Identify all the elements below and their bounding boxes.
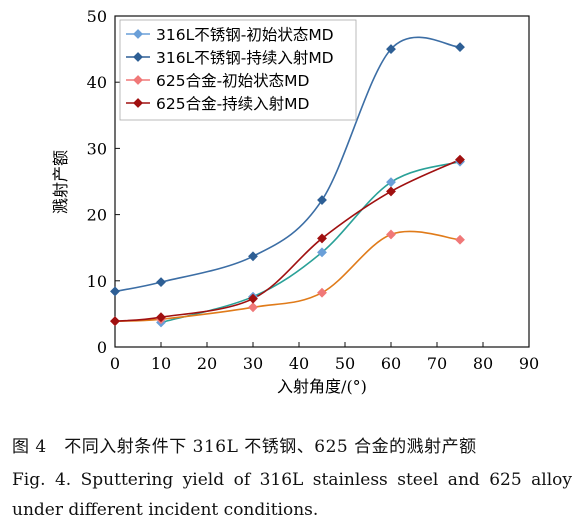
series-curve-4	[114, 158, 461, 322]
x-tick-label: 10	[151, 354, 171, 373]
y-tick-label: 10	[87, 272, 107, 291]
x-tick-label: 70	[427, 354, 447, 373]
series-3-marker	[386, 229, 396, 240]
series-3-marker	[248, 302, 258, 313]
legend-marker	[133, 98, 143, 108]
y-axis-label: 溅射产额	[51, 150, 70, 214]
legend-label: 625合金-初始状态MD	[156, 72, 310, 90]
legend-marker	[133, 75, 143, 85]
y-tick-label: 50	[87, 7, 107, 26]
series-markers	[110, 42, 465, 328]
y-tick-label: 40	[87, 73, 107, 92]
series-3-marker	[317, 287, 327, 298]
y-axis-ticks: 0 10 20 30 40 50	[87, 7, 120, 357]
series-2-marker	[317, 195, 327, 205]
legend-box	[119, 19, 357, 121]
series-4-marker	[386, 186, 396, 197]
x-tick-label: 80	[473, 354, 493, 373]
x-tick-label: 20	[197, 354, 217, 373]
series-3-marker	[455, 234, 465, 245]
x-tick-label: 50	[335, 354, 355, 373]
series-4-marker	[317, 233, 327, 244]
series-1-marker	[317, 247, 327, 258]
x-axis-label: 入射角度/(°)	[277, 377, 367, 396]
legend: 316L不锈钢-初始状态MD 316L不锈钢-持续入射MD 625合金-初始状态MD…	[119, 19, 357, 121]
legend-marker	[133, 29, 143, 39]
legend-label: 316L不锈钢-初始状态MD	[156, 26, 334, 44]
x-tick-label: 90	[519, 354, 539, 373]
series-4-marker	[156, 312, 166, 323]
figure-caption-english: Fig. 4. Sputtering yield of 316L stainle…	[12, 470, 572, 520]
y-tick-label: 20	[87, 206, 107, 225]
x-axis-ticks: 0 10 20 30 40 50 60 70 80 90	[110, 342, 539, 373]
plot-frame	[114, 15, 530, 348]
figure-caption-chinese: 图 4 不同入射条件下 316L 不锈钢、625 合金的溅射产额	[12, 437, 477, 457]
legend-marker	[133, 52, 143, 62]
sputtering-yield-chart: 0 10 20 30 40 50 60 70 80 90 0 10 20 30 40 50 入射角度/(°)…	[51, 7, 539, 396]
legend-label: 625合金-持续入射MD	[156, 95, 310, 113]
x-tick-label: 40	[289, 354, 309, 373]
x-tick-label: 60	[381, 354, 401, 373]
legend-label: 316L不锈钢-持续入射MD	[156, 49, 334, 67]
series-4-marker	[110, 316, 120, 327]
series-2-marker	[386, 44, 396, 55]
series-4-marker	[248, 293, 258, 304]
y-tick-label: 0	[97, 338, 107, 357]
x-tick-label: 0	[110, 354, 120, 373]
series-2-marker	[455, 42, 465, 53]
series-2-marker	[110, 286, 120, 297]
series-curve-3	[114, 230, 461, 322]
x-tick-label: 30	[243, 354, 263, 373]
y-tick-label: 30	[87, 139, 107, 158]
series-2-marker	[156, 277, 166, 288]
series-4-marker	[455, 154, 465, 165]
series-2-marker	[248, 251, 258, 262]
